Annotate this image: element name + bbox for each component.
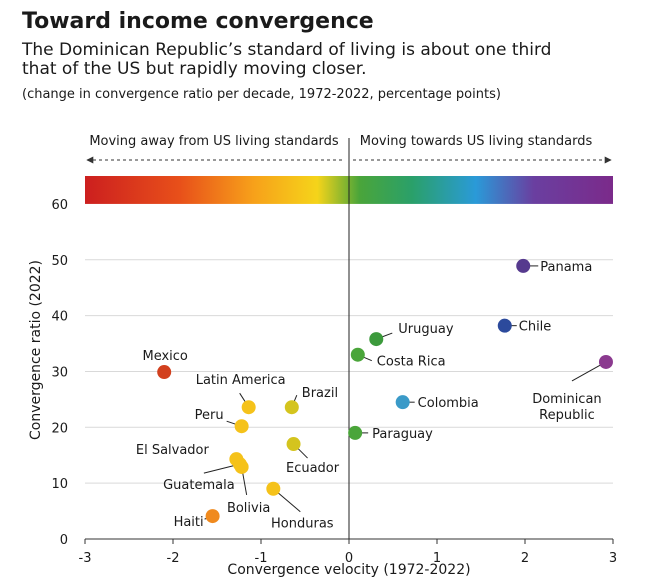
point-label: Peru [195, 408, 224, 423]
point-label: Dominican Republic [532, 392, 601, 423]
point-label: Latin America [196, 373, 286, 388]
x-tick-label: 2 [521, 551, 529, 566]
x-tick-label: 3 [609, 551, 617, 566]
point [284, 400, 299, 415]
point [350, 347, 365, 362]
point [516, 258, 531, 273]
x-tick-label: -3 [79, 551, 92, 566]
point [348, 425, 363, 440]
point [497, 318, 512, 333]
point [286, 437, 301, 452]
point-label: Uruguay [398, 322, 454, 337]
point-label: Colombia [418, 396, 479, 411]
x-tick-label: 1 [433, 551, 441, 566]
point-label: Ecuador [286, 461, 340, 476]
y-tick-label: 30 [51, 365, 68, 380]
right-annotation: Moving towards US living standards [360, 134, 593, 149]
x-tick-label: -1 [255, 551, 268, 566]
y-tick-label: 10 [51, 477, 68, 492]
point-label: Mexico [142, 349, 187, 364]
point-label: Haiti [174, 515, 204, 530]
point-label: Chile [519, 320, 552, 335]
point-label: El Salvador [136, 443, 210, 458]
point-label: Brazil [302, 386, 338, 401]
chart-title: Toward income convergence [22, 9, 374, 34]
point [205, 509, 220, 524]
y-tick-label: 0 [60, 533, 68, 548]
point [241, 400, 256, 415]
point [234, 419, 249, 434]
point-label: Paraguay [372, 427, 433, 442]
point [395, 395, 410, 410]
y-tick-label: 60 [51, 198, 68, 213]
y-tick-label: 40 [51, 310, 68, 325]
point [234, 459, 249, 474]
point [266, 481, 281, 496]
point-label: Honduras [271, 517, 334, 532]
x-axis-label: Convergence velocity (1972-2022) [227, 562, 470, 578]
y-axis-label: Convergence ratio (2022) [28, 260, 44, 440]
point-label: Guatemala [163, 478, 235, 493]
left-annotation: Moving away from US living standards [89, 134, 339, 149]
point [598, 354, 613, 369]
x-tick-label: -2 [167, 551, 180, 566]
point-label: Panama [540, 260, 592, 275]
chart-note: (change in convergence ratio per decade,… [22, 87, 501, 102]
point-label: Bolivia [227, 501, 270, 516]
y-tick-label: 50 [51, 254, 68, 269]
y-tick-label: 20 [51, 421, 68, 436]
point [369, 332, 384, 347]
chart-subtitle: The Dominican Republic’s standard of liv… [21, 40, 551, 79]
x-tick-label: 0 [345, 551, 353, 566]
point-label: Costa Rica [377, 355, 446, 370]
point [157, 365, 172, 380]
